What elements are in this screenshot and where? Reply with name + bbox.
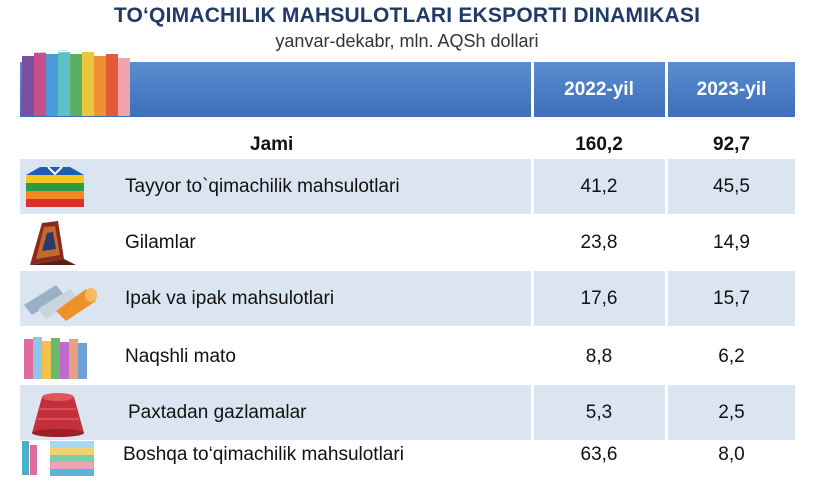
cell-divider [531,159,534,214]
carpet-icon [30,221,76,265]
value-2022: 17,6 [580,287,618,309]
value-2022: 41,2 [580,175,618,197]
cell-divider [531,427,534,482]
table-row: Ipak va ipak mahsulotlari 17,6 15,7 [20,271,795,326]
page-subtitle: yanvar-dekabr, mln. AQSh dollari [275,31,539,51]
value-2022: 8,8 [585,345,613,367]
value-2023: 14,9 [713,231,750,253]
cell-divider [665,215,668,270]
table-row: Naqshli mato 8,8 6,2 [20,329,795,384]
table-row: Gilamlar 23,8 14,9 [20,215,795,270]
row-label: Gilamlar [125,231,196,253]
value-2022: 63,6 [580,443,618,465]
cell-divider [665,271,668,326]
yarn-cone-icon [32,393,84,437]
value-2023: 6,2 [718,345,745,367]
page-title: TO‘QIMACHILIK MAHSULOTLARI EKSPORTI DINA… [113,4,701,27]
row-label: Paxtadan gazlamalar [128,401,307,423]
value-2023: 92,7 [713,133,750,155]
value-2022: 160,2 [575,133,623,155]
patterned-fabric-icon [24,337,87,379]
header-divider [531,62,534,117]
cell-divider [665,427,668,482]
row-label: Boshqa to‘qimachilik mahsulotlari [123,443,404,465]
cell-divider [531,329,534,384]
fabric-rolls-icon [22,49,131,116]
row-label: Naqshli mato [125,345,236,367]
row-label: Tayyor to`qimachilik mahsulotlari [125,175,400,197]
cell-divider [531,215,534,270]
cell-divider [531,271,534,326]
value-2023: 2,5 [718,401,745,423]
silk-rolls-icon [24,285,97,321]
cell-divider [665,329,668,384]
cell-divider [531,117,534,172]
table-row-total: Jami 160,2 92,7 [20,117,795,172]
value-2022: 5,3 [585,401,613,423]
row-label: Ipak va ipak mahsulotlari [125,287,335,309]
header-divider [665,62,668,117]
cell-divider [665,159,668,214]
cell-divider [665,385,668,440]
cell-divider [531,385,534,440]
value-2023: 45,5 [713,175,750,197]
column-header-2022: 2022-yil [564,78,634,100]
folded-shirts-icon [26,166,84,207]
table-row: Tayyor to`qimachilik mahsulotlari 41,2 4… [20,159,795,214]
column-header-2023: 2023-yil [696,78,767,100]
value-2023: 8,0 [718,443,745,465]
cell-divider [665,117,668,172]
value-2022: 23,8 [580,231,618,253]
value-2023: 15,7 [713,287,750,309]
table-row: Boshqa to‘qimachilik mahsulotlari 63,6 8… [20,427,795,482]
fabric-stack-icon [22,441,94,476]
row-label: Jami [250,133,294,155]
